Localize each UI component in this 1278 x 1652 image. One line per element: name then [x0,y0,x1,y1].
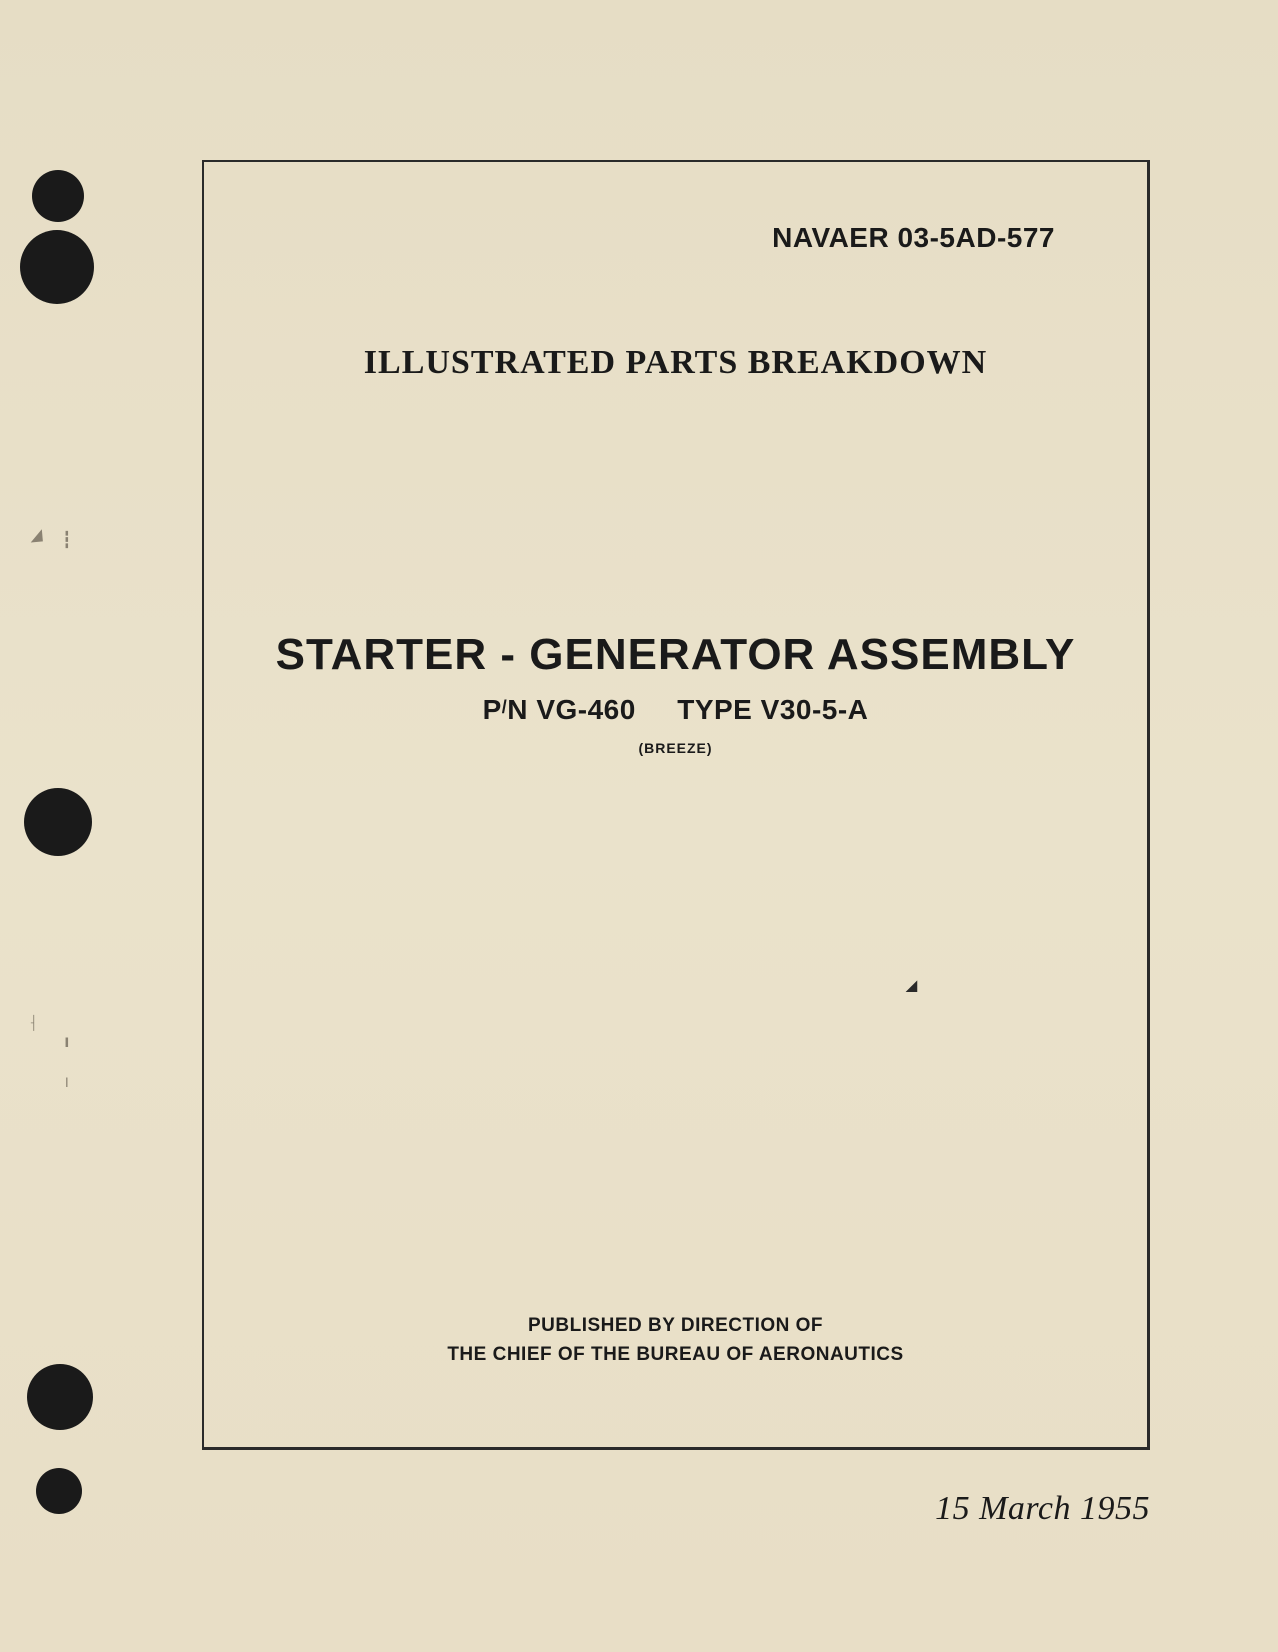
page-mark: ◢ [29,525,43,546]
page-mark: ┇ [62,530,72,550]
page-mark: ╻ [62,1028,72,1048]
manufacturer: (BREEZE) [204,740,1147,756]
document-number: NAVAER 03-5AD-577 [772,222,1055,254]
page-mark: ⸡ [28,1010,37,1032]
type-label: TYPE [677,694,752,725]
publication-date: 15 March 1955 [935,1490,1150,1528]
punch-hole [20,230,94,304]
published-by: PUBLISHED BY DIRECTION OF THE CHIEF OF T… [204,1312,1147,1369]
published-line-2: THE CHIEF OF THE BUREAU OF AERONAUTICS [447,1344,903,1365]
pn-slash: / [502,697,508,717]
document-type: ILLUSTRATED PARTS BREAKDOWN [204,344,1147,382]
part-number: VG-460 [536,694,636,725]
seal-mark: ◢ [906,978,917,995]
punch-hole [24,788,92,856]
punch-hole [27,1364,93,1430]
punch-hole [32,170,84,222]
page-mark: ╷ [62,1068,72,1088]
type-value: V30-5-A [761,694,869,725]
published-line-1: PUBLISHED BY DIRECTION OF [528,1315,823,1336]
pn-label-p: P [483,694,502,725]
part-info: P/N VG-460 TYPE V30-5-A [204,694,1147,726]
document-frame: NAVAER 03-5AD-577 ILLUSTRATED PARTS BREA… [202,160,1150,1450]
main-title: STARTER - GENERATOR ASSEMBLY [204,630,1147,680]
pn-label-n: N [507,694,528,725]
punch-hole [36,1468,82,1514]
